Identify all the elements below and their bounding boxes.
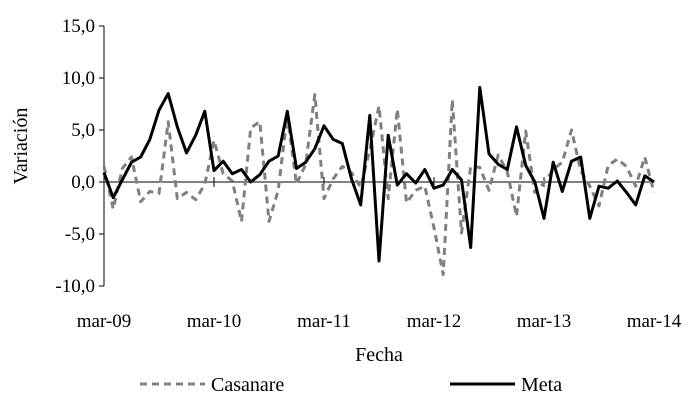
y-tick-label: 0,0 bbox=[71, 172, 95, 193]
x-tick-label: mar-13 bbox=[517, 311, 572, 332]
series-line-casanare bbox=[102, 93, 656, 277]
x-tick-label: mar-12 bbox=[407, 311, 462, 332]
legend-label-casanare: Casanare bbox=[211, 374, 284, 396]
series-layer bbox=[102, 85, 656, 277]
axes bbox=[103, 26, 654, 286]
x-tick-label: mar-10 bbox=[187, 311, 242, 332]
x-tick-label: mar-14 bbox=[627, 311, 682, 332]
series-line-meta bbox=[102, 85, 655, 263]
legend: Casanare Meta bbox=[140, 374, 562, 396]
y-tick-label: 5,0 bbox=[71, 120, 95, 141]
y-tick-label: 15,0 bbox=[62, 16, 95, 37]
x-axis-title: Fecha bbox=[355, 344, 403, 366]
x-tick-label: mar-09 bbox=[77, 311, 132, 332]
y-tick-label: -5,0 bbox=[65, 224, 95, 245]
x-tick-label: mar-11 bbox=[297, 311, 351, 332]
x-ticks: mar-09 mar-10 mar-11 mar-12 mar-13 mar-14 bbox=[77, 177, 682, 332]
y-tick-label: 10,0 bbox=[62, 68, 95, 89]
y-ticks: 15,0 10,0 5,0 0,0 -5,0 -10,0 bbox=[55, 16, 104, 297]
y-axis-title: Variación bbox=[10, 108, 32, 185]
y-tick-label: -10,0 bbox=[55, 276, 95, 297]
legend-label-meta: Meta bbox=[521, 374, 562, 396]
